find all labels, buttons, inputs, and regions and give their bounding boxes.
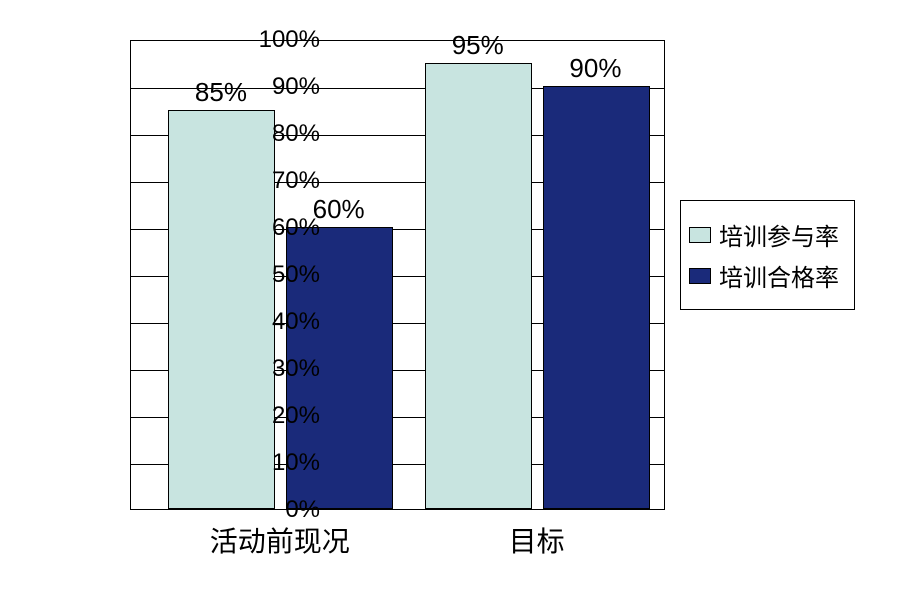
y-tick-label: 30%	[240, 355, 320, 383]
legend-label: 培训合格率	[719, 258, 839, 293]
plot-area	[130, 40, 665, 510]
x-tick-label: 活动前现况	[210, 520, 350, 560]
y-tick-label: 40%	[240, 308, 320, 336]
y-tick-label: 20%	[240, 402, 320, 430]
legend-item: 培训参与率	[689, 217, 846, 252]
legend: 培训参与率培训合格率	[680, 200, 855, 310]
y-tick-label: 10%	[240, 449, 320, 477]
x-tick-label: 目标	[509, 520, 565, 560]
y-tick-label: 100%	[240, 26, 320, 54]
bar-value-label: 60%	[313, 194, 365, 225]
chart-container: 培训参与率培训合格率 0%10%20%30%40%50%60%70%80%90%…	[40, 20, 860, 580]
bar	[543, 86, 650, 509]
legend-item: 培训合格率	[689, 258, 846, 293]
bar-value-label: 95%	[452, 30, 504, 61]
bar-value-label: 85%	[195, 77, 247, 108]
y-tick-label: 80%	[240, 120, 320, 148]
y-tick-label: 90%	[240, 73, 320, 101]
bar	[425, 63, 532, 510]
legend-label: 培训参与率	[719, 217, 839, 252]
y-tick-label: 50%	[240, 261, 320, 289]
y-tick-label: 60%	[240, 214, 320, 242]
y-tick-label: 70%	[240, 167, 320, 195]
legend-swatch	[689, 268, 711, 284]
legend-swatch	[689, 227, 711, 243]
bar-value-label: 90%	[569, 53, 621, 84]
